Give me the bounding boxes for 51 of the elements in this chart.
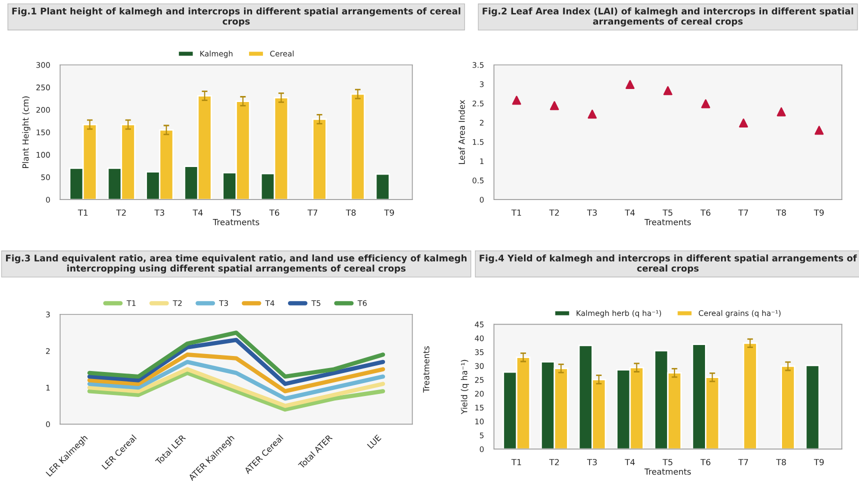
x-tick-label: T7 [308,210,318,216]
x-tick-label: T2 [549,209,559,216]
chart-title: Fig.4 Yield of kalmegh and intercrops in different spatial arrangements of cereal crops [480,254,857,274]
line-series [87,338,386,386]
x-tick-label: T4 [624,459,635,466]
text: Treatments [423,346,430,393]
x-tick-label: T8 [346,209,356,216]
x-tick-label: T9 [384,209,394,216]
x-tick-label: T3 [587,458,597,466]
x-tick-label: T5 [662,210,672,216]
chart-title: Fig.3 Land equivalent ratio, area time equivalent ratio, and land use efficiency of kalmegh intercropping using different spatial arrangements of cereal crops [6,254,467,274]
x-tick-label: T2 [116,209,126,216]
y-axis-title: Plant Height (cm) [22,96,30,168]
x-tick-label: T8 [776,209,786,216]
chart-title: Fig.1 Plant height of kalmegh and intercrops in different spatial arrangements of cereal crops [12,7,460,26]
line-series [87,330,386,379]
point [739,118,748,128]
x-tick-label: T7 [738,459,748,466]
y-axis-title: Leaf Area Index [458,100,465,164]
x-tick-label: T2 [549,458,559,466]
point [588,110,597,119]
x-tick-label: T6 [700,458,710,466]
x-tick-label: T9 [814,458,824,466]
x-axis-title: Treatments [644,219,691,226]
point [663,86,672,96]
y-axis-title: Yield (q ha⁻¹) [460,360,469,414]
x-tick-label: T9 [814,209,824,216]
x-tick-label: T4 [624,210,635,216]
point [701,99,710,108]
point [776,107,786,116]
x-tick-label: T1 [78,210,88,216]
x-axis-title: Treatments [212,219,260,226]
point [814,126,824,135]
x-axis-title: Treatments [644,468,691,475]
x-tick-label: T3 [587,209,597,216]
x-tick-label: T5 [662,459,672,466]
x-tick-label: T3 [154,209,164,216]
x-tick-label: T1 [511,459,522,466]
line-series [87,360,386,401]
line-series [87,352,386,394]
x-tick-label: T6 [700,209,710,216]
x-tick-label: T1 [511,210,522,216]
x-tick-label: T4 [192,210,203,216]
point [626,80,635,89]
chart-title: Fig.2 Leaf Area Index (LAI) of kalmegh and intercrops in different spatial arrangements of cereal crops [482,7,854,26]
x-tick-label: T7 [738,210,748,216]
x-tick-label: T8 [776,458,786,466]
x-tick-label: T6 [269,209,280,216]
point [550,101,559,110]
point [512,96,522,105]
x-tick-label: T5 [231,210,241,216]
